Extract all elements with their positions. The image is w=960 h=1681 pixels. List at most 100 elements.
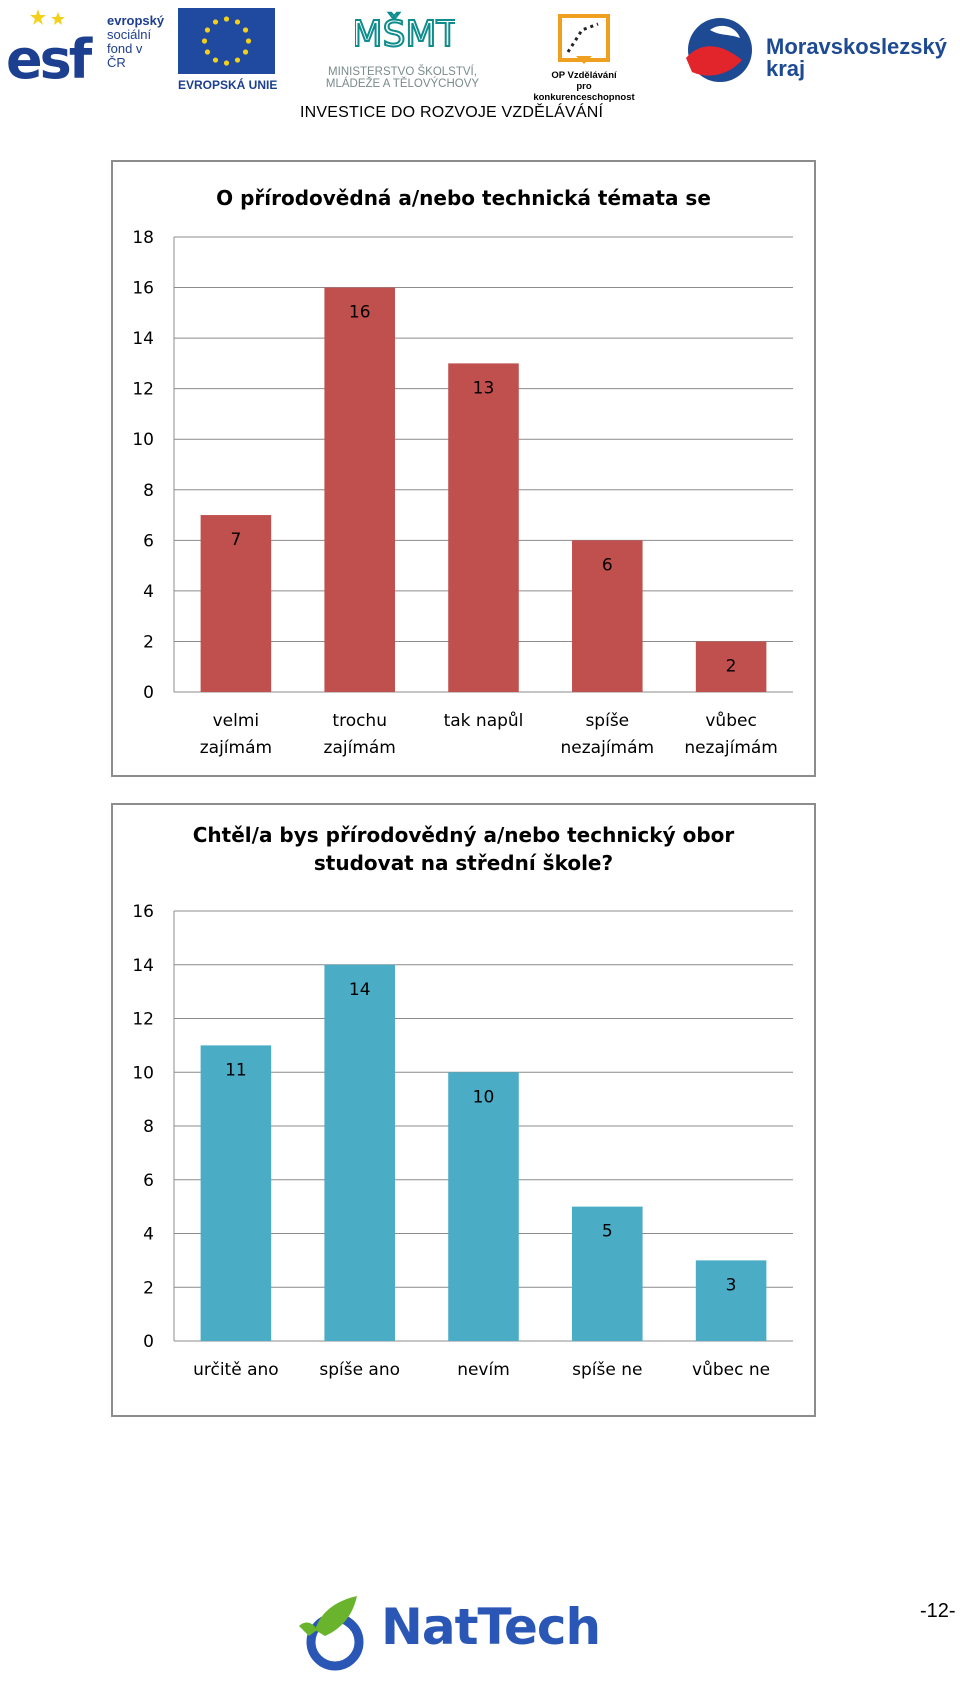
msmt-mark-text: MŠMT <box>355 13 455 55</box>
op-line-1: OP Vzdělávání <box>551 70 617 81</box>
chart-title-line-1: Chtěl/a bys přírodovědný a/nebo technick… <box>192 823 735 847</box>
category-label: zajímám <box>200 738 272 758</box>
category-label: trochu <box>332 711 387 731</box>
data-label: 6 <box>602 555 613 575</box>
esf-letters: esf <box>6 28 92 91</box>
eu-star <box>212 57 219 63</box>
msmt-logo-icon: MŠMT <box>355 12 455 56</box>
esf-line-1: evropský <box>107 13 165 28</box>
msk-text: Moravskoslezský kraj <box>766 36 947 80</box>
category-label: velmi <box>213 711 260 731</box>
bar <box>448 363 519 692</box>
chart-title: Chtěl/a bys přírodovědný a/nebo technick… <box>113 821 814 877</box>
y-tick-label: 0 <box>143 683 154 703</box>
y-tick-label: 2 <box>143 632 154 652</box>
chart-interest: O přírodovědná a/nebo technická témata s… <box>111 160 816 777</box>
y-tick-label: 12 <box>132 1010 154 1030</box>
y-tick-label: 18 <box>132 228 154 248</box>
data-label: 16 <box>349 303 371 323</box>
data-label: 5 <box>602 1222 613 1242</box>
y-tick-label: 10 <box>132 430 154 450</box>
bar <box>200 515 272 692</box>
chart-title: O přírodovědná a/nebo technická témata s… <box>216 186 711 210</box>
esf-line-3: fond v ČR <box>107 41 143 70</box>
category-label: spíše ne <box>572 1360 642 1380</box>
bar <box>448 1072 519 1341</box>
esf-text: evropský sociální fond v ČR <box>107 14 164 70</box>
bar <box>324 964 395 1341</box>
page-number: -12- <box>920 1600 956 1622</box>
op-line-2: pro konkurenceschopnost <box>533 81 635 103</box>
chart-title-line-2: studovat na střední škole? <box>313 851 614 875</box>
data-label: 11 <box>225 1060 247 1080</box>
data-label: 2 <box>726 656 737 676</box>
y-tick-label: 4 <box>143 582 154 602</box>
category-label: určitě ano <box>193 1360 279 1380</box>
y-tick-label: 14 <box>132 329 154 349</box>
category-label: nezajímám <box>561 738 655 758</box>
eu-star <box>234 57 241 63</box>
category-label: vůbec ne <box>692 1360 770 1380</box>
category-label: tak napůl <box>444 711 524 731</box>
moravskoslezsky-kraj-logo-icon <box>686 18 752 82</box>
category-label: vůbec <box>705 711 756 731</box>
category-label: zajímám <box>324 738 396 758</box>
nattech-gear-icon <box>299 1596 364 1671</box>
y-tick-label: 8 <box>143 481 154 501</box>
nattech-logo: NatTech <box>295 1590 601 1675</box>
header-logos: esf evropský sociální fond v ČR EVROPSKÁ… <box>0 0 960 125</box>
eu-star <box>223 16 230 22</box>
y-tick-label: 4 <box>143 1225 154 1245</box>
y-tick-label: 6 <box>143 1171 154 1191</box>
data-label: 3 <box>726 1275 737 1295</box>
eu-star <box>201 38 208 44</box>
eu-star <box>242 49 249 55</box>
bar <box>324 287 395 692</box>
op-text: OP Vzdělávání pro konkurenceschopnost <box>528 70 640 103</box>
eu-flag-icon <box>178 8 275 74</box>
data-label: 14 <box>349 980 371 1000</box>
category-label: nevím <box>457 1360 510 1380</box>
y-tick-label: 10 <box>132 1063 154 1083</box>
y-tick-label: 14 <box>132 956 154 976</box>
bar <box>695 1260 767 1341</box>
y-tick-label: 6 <box>143 531 154 551</box>
nattech-wordmark: NatTech <box>381 1598 601 1656</box>
chart-plot: 0 2 4 6 8 10 12 14 16 11 určitě ano 14 spíše ano 10 ne… <box>132 902 793 1380</box>
msk-line-2: kraj <box>766 56 806 81</box>
op-vzdelavani-logo-icon <box>558 14 610 64</box>
msmt-line-2: MLÁDEŽE A TĚLOVÝCHOVY <box>325 78 480 90</box>
chart-plot: 0 2 4 6 8 10 12 14 16 18 7 velmi zajímám 16 trochu zají… <box>132 228 793 758</box>
y-tick-label: 8 <box>143 1117 154 1137</box>
eu-star <box>204 49 211 55</box>
y-tick-label: 16 <box>132 902 154 922</box>
category-label: spíše ano <box>319 1360 400 1380</box>
esf-line-2: sociální <box>107 27 152 42</box>
y-tick-label: 12 <box>132 380 154 400</box>
y-tick-label: 2 <box>143 1278 154 1298</box>
eu-star <box>234 19 241 25</box>
msmt-line-1: MINISTERSTVO ŠKOLSTVÍ, <box>328 66 477 78</box>
bar <box>200 1045 272 1341</box>
msmt-text: MINISTERSTVO ŠKOLSTVÍ, MLÁDEŽE A TĚLOVÝC… <box>315 66 490 90</box>
bar <box>572 1206 643 1341</box>
bar <box>695 641 767 692</box>
bar <box>572 540 643 692</box>
investice-slogan: INVESTICE DO ROZVOJE VZDĚLÁVÁNÍ <box>300 104 604 121</box>
y-tick-label: 0 <box>143 1332 154 1352</box>
eu-star <box>212 19 219 25</box>
category-label: nezajímám <box>684 738 778 758</box>
category-label: spíše <box>585 711 629 731</box>
eu-star <box>245 38 252 44</box>
esf-stars-icon <box>30 9 65 25</box>
data-label: 13 <box>473 378 495 398</box>
data-label: 7 <box>230 530 241 550</box>
chart-study-intent: Chtěl/a bys přírodovědný a/nebo technick… <box>111 803 816 1417</box>
eu-star <box>242 27 249 33</box>
data-label: 10 <box>473 1087 495 1107</box>
eu-star <box>223 60 230 66</box>
y-tick-label: 16 <box>132 279 154 299</box>
eu-star <box>204 27 211 33</box>
eu-caption: EVROPSKÁ UNIE <box>178 78 278 92</box>
msk-line-1: Moravskoslezský <box>766 34 947 59</box>
